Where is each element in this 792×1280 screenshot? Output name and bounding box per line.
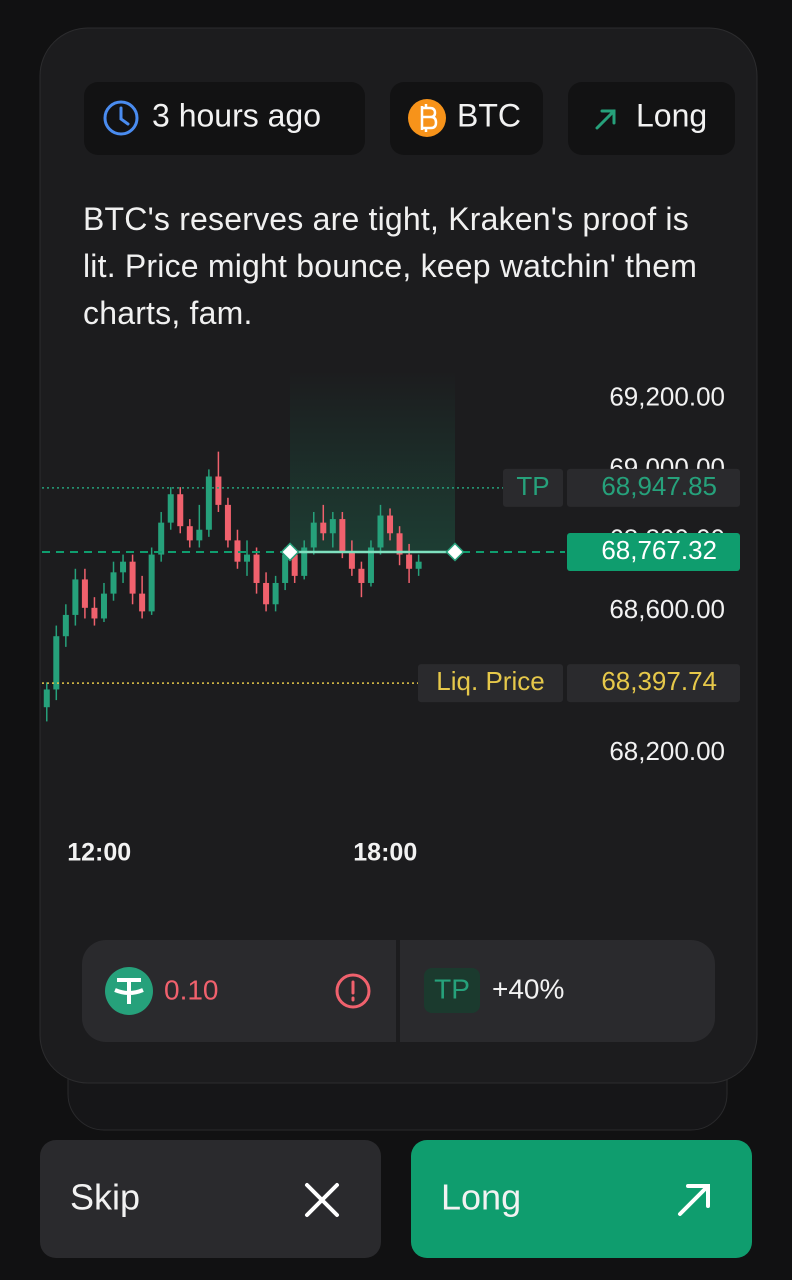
candle-body: [263, 582, 270, 605]
divider: [396, 940, 400, 1042]
skip-text: Skip: [70, 1177, 140, 1218]
price-box-value: 68,947.85: [601, 471, 717, 501]
candle-body: [139, 593, 146, 612]
warning-icon[interactable]: [335, 973, 371, 1009]
candle-body: [53, 636, 60, 690]
direction-tag: [568, 82, 735, 155]
candle-body: [310, 522, 317, 548]
candle-body: [177, 494, 184, 527]
chart: 69,200.0069,000.0068,800.0068,600.0068,4…: [42, 370, 740, 867]
candle-body: [148, 554, 155, 612]
long-text: Long: [441, 1177, 521, 1218]
price-box: [567, 664, 740, 703]
candle-body: [244, 554, 251, 562]
card: [39, 27, 758, 1084]
candle-body: [205, 476, 212, 530]
candle-body: [320, 522, 327, 534]
long-arrow: [595, 109, 616, 130]
candle-body: [329, 519, 336, 534]
candle-body: [167, 494, 174, 523]
price-box: [567, 468, 740, 507]
y-tick-label: 68,200.00: [609, 736, 725, 766]
candle-body: [72, 579, 79, 615]
time-text: 3 hours ago: [152, 97, 321, 133]
price-line-tag: [418, 664, 563, 703]
candle-body: [272, 582, 279, 605]
tether-glyph: [114, 978, 144, 1004]
price-line-tag: [503, 468, 563, 507]
close-icon: [305, 1183, 339, 1217]
candle-body: [348, 551, 355, 569]
tp-label: TP: [434, 973, 470, 1004]
price-box-value: 68,767.32: [601, 535, 717, 565]
btc-glyph: [420, 104, 438, 132]
tp-value: +40%: [492, 973, 564, 1004]
price-line-name: Liq. Price: [436, 666, 544, 696]
candle-body: [377, 515, 384, 548]
candle-body: [43, 689, 50, 708]
candle-body: [415, 561, 422, 569]
entry-zone: [290, 370, 455, 552]
candle-body: [129, 561, 136, 594]
clock-icon: [103, 100, 139, 136]
long-button[interactable]: [411, 1140, 752, 1258]
candle-body: [291, 554, 298, 576]
candle-body: [120, 561, 127, 573]
y-tick-label: 68,600.00: [609, 594, 725, 624]
candle-body: [186, 526, 193, 541]
amount: 0.10: [164, 974, 219, 1005]
price-box-value: 68,397.74: [601, 666, 717, 696]
candle-body: [100, 593, 107, 619]
candle-body: [234, 540, 241, 562]
skip-button[interactable]: [40, 1140, 381, 1258]
candle-body: [301, 547, 308, 576]
candle-body: [215, 476, 222, 505]
time-tag: [84, 82, 365, 155]
price-box: [567, 532, 740, 571]
message: BTC's reserves are tight, Kraken's proof…: [83, 201, 698, 331]
y-tick-label: 69,200.00: [609, 381, 725, 411]
tp-pill: [424, 968, 480, 1013]
x-tick-label: 12:00: [67, 839, 131, 867]
entry-marker: [445, 542, 465, 562]
candle-body: [253, 554, 260, 583]
entry-marker: [280, 542, 300, 562]
candle-body: [224, 504, 231, 541]
asset-text: BTC: [457, 97, 521, 133]
x-tick-label: 18:00: [353, 839, 417, 867]
clock-hands: [119, 106, 130, 126]
candle-body: [158, 522, 165, 555]
candle-body: [396, 533, 403, 555]
candle-body: [81, 579, 88, 608]
candle-body: [387, 515, 394, 534]
candle-body: [110, 572, 117, 594]
candle-body: [406, 554, 413, 569]
candle-body: [196, 529, 203, 541]
candle-body: [282, 554, 289, 583]
candle-body: [339, 519, 346, 552]
candle-body: [358, 568, 365, 583]
long-icon: [678, 1184, 710, 1216]
candle-body: [91, 607, 98, 619]
candle-body: [367, 547, 374, 583]
direction-text: Long: [636, 97, 707, 133]
candle-body: [62, 614, 69, 637]
price-line-name: TP: [516, 471, 549, 501]
